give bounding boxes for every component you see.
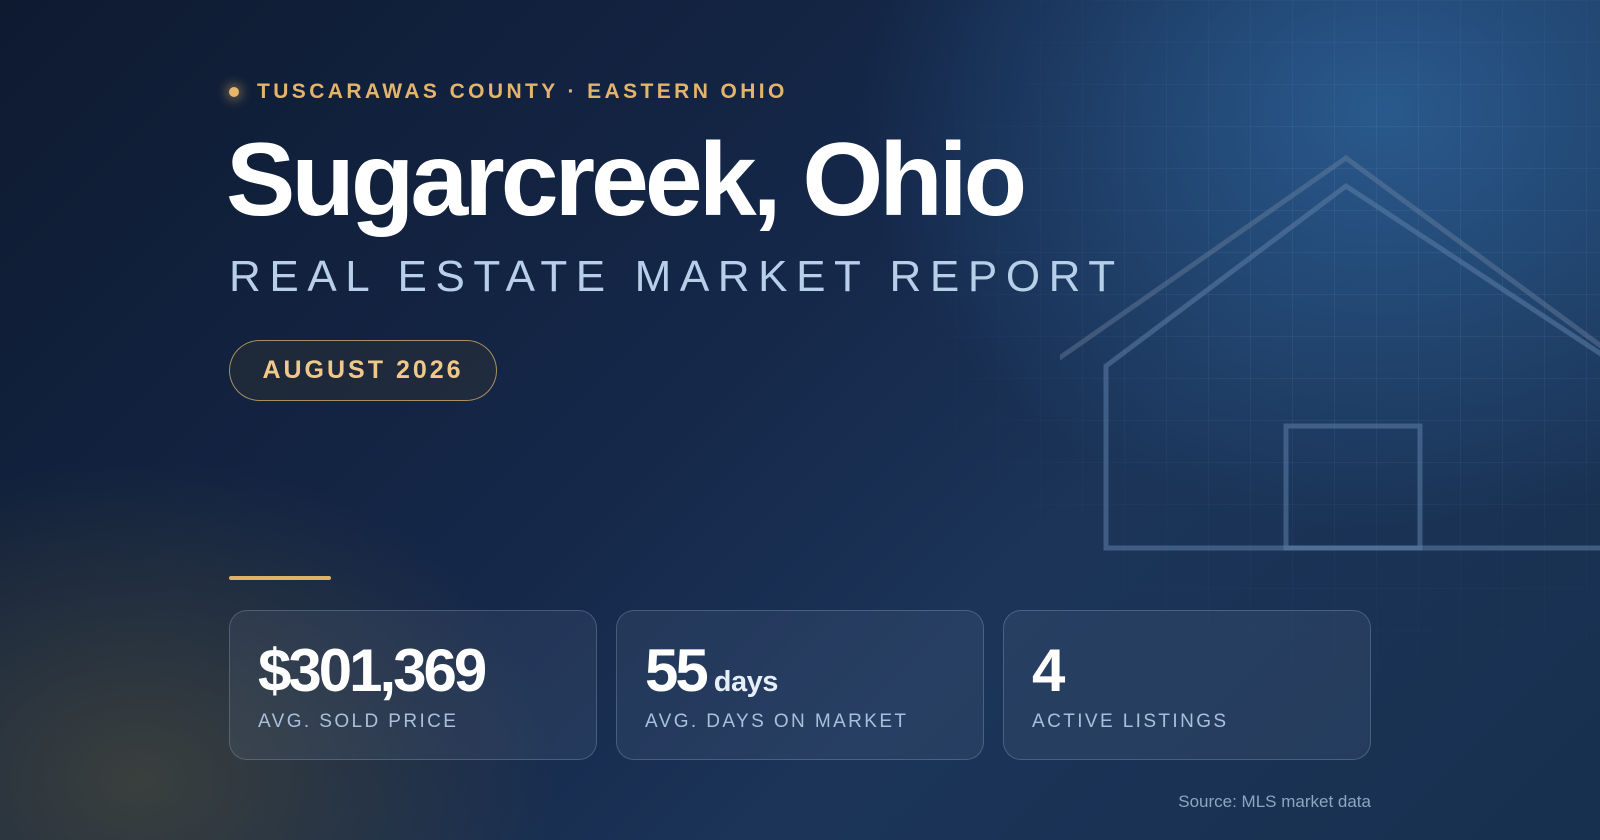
stat-card-active-listings: 4 ACTIVE LISTINGS — [1003, 610, 1371, 760]
location-eyebrow: TUSCARAWAS COUNTY · EASTERN OHIO — [229, 80, 788, 104]
stat-label: ACTIVE LISTINGS — [1032, 711, 1229, 732]
stat-label: AVG. SOLD PRICE — [258, 711, 459, 732]
house-outline-icon — [1060, 154, 1600, 551]
location-text: TUSCARAWAS COUNTY · EASTERN OHIO — [257, 80, 788, 103]
stat-number: 55 — [645, 637, 709, 704]
stat-label: AVG. DAYS ON MARKET — [645, 711, 909, 732]
stat-value: 55 days — [645, 641, 778, 701]
stat-card-days-on-market: 55 days AVG. DAYS ON MARKET — [616, 610, 984, 760]
page-title: Sugarcreek, Ohio — [226, 122, 1027, 238]
stat-number: 4 — [1032, 637, 1065, 704]
stat-card-avg-sold-price: $301,369 AVG. SOLD PRICE — [229, 610, 597, 760]
stat-value: 4 — [1032, 641, 1065, 701]
stat-number: $301,369 — [258, 637, 487, 704]
background-grid — [830, 0, 1600, 840]
date-badge: AUGUST 2026 — [229, 340, 497, 401]
accent-divider — [229, 576, 331, 580]
stat-unit: days — [713, 666, 779, 698]
stat-value: $301,369 — [258, 641, 487, 701]
source-note: Source: MLS market data — [1178, 792, 1371, 811]
dot-icon — [229, 87, 239, 97]
report-subtitle: REAL ESTATE MARKET REPORT — [229, 252, 1124, 301]
